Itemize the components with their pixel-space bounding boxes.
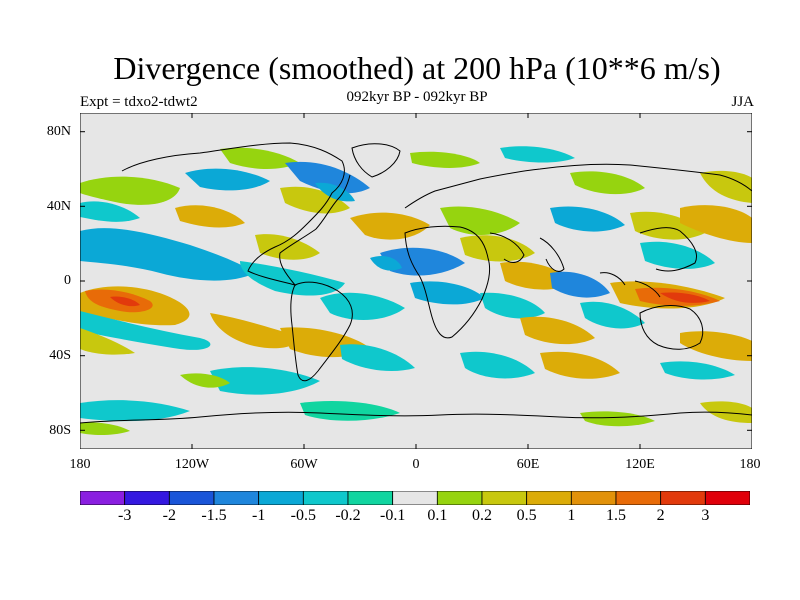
- colorbar-swatch: [481, 491, 528, 505]
- colorbar-swatch: [302, 491, 349, 505]
- lon-label-180e: 180: [739, 457, 761, 472]
- lat-label-equator: 0: [64, 273, 71, 288]
- colorbar-label: -0.1: [379, 507, 406, 524]
- lon-ticks: [191, 113, 641, 449]
- colorbar-label: 2: [656, 507, 665, 524]
- colorbar: [80, 491, 750, 505]
- lon-label-120e: 120E: [625, 457, 655, 472]
- lat-label-80s: 80S: [49, 423, 71, 438]
- map-subtitle: 092kyr BP - 092kyr BP: [346, 89, 488, 105]
- colorbar-label: 1: [567, 507, 576, 524]
- colorbar-label: -0.2: [335, 507, 361, 524]
- divergence-map: [80, 113, 752, 449]
- colorbar-swatch: [660, 491, 706, 505]
- experiment-label: Expt = tdxo2-tdwt2: [80, 94, 198, 110]
- colorbar-swatch: [615, 491, 662, 505]
- lon-label-60e: 60E: [516, 457, 540, 472]
- colorbar-swatch: [347, 491, 394, 505]
- map-title: Divergence (smoothed) at 200 hPa (10**6 …: [113, 50, 721, 86]
- colorbar-label: -2: [162, 507, 176, 524]
- divergence-fields: [80, 146, 752, 435]
- colorbar-swatch: [436, 491, 483, 505]
- lat-label-40s: 40S: [49, 348, 71, 363]
- lon-label-180w: 180: [69, 457, 91, 472]
- lon-label-120w: 120W: [174, 457, 210, 472]
- lon-label-60w: 60W: [290, 457, 318, 472]
- colorbar-swatch: [213, 491, 260, 505]
- colorbar-label: 0.5: [516, 507, 537, 524]
- colorbar-label: 1.5: [606, 507, 626, 524]
- colorbar-swatch: [168, 491, 215, 505]
- season-label: JJA: [731, 94, 754, 110]
- colorbar-label: 0.1: [427, 507, 448, 524]
- lon-label-0: 0: [412, 457, 420, 472]
- map-background: [80, 113, 752, 449]
- colorbar-swatch: [258, 491, 304, 505]
- colorbar-swatch: [570, 491, 617, 505]
- colorbar-swatch: [526, 491, 572, 505]
- colorbar-swatch: [392, 491, 438, 505]
- colorbar-label: -3: [117, 507, 132, 524]
- colorbar-swatch: [80, 491, 126, 505]
- lat-label-40n: 40N: [46, 199, 71, 214]
- coastlines: [80, 142, 752, 424]
- colorbar-swatch: [124, 491, 170, 505]
- colorbar-label: 3: [701, 507, 710, 524]
- colorbar-label: -0.5: [290, 507, 316, 524]
- colorbar-label: -1.5: [201, 507, 227, 524]
- lat-label-80n: 80N: [46, 124, 71, 139]
- colorbar-label: 0.2: [472, 507, 492, 524]
- lat-ticks: [80, 131, 752, 431]
- colorbar-swatch: [704, 491, 750, 505]
- colorbar-label: -1: [251, 507, 266, 524]
